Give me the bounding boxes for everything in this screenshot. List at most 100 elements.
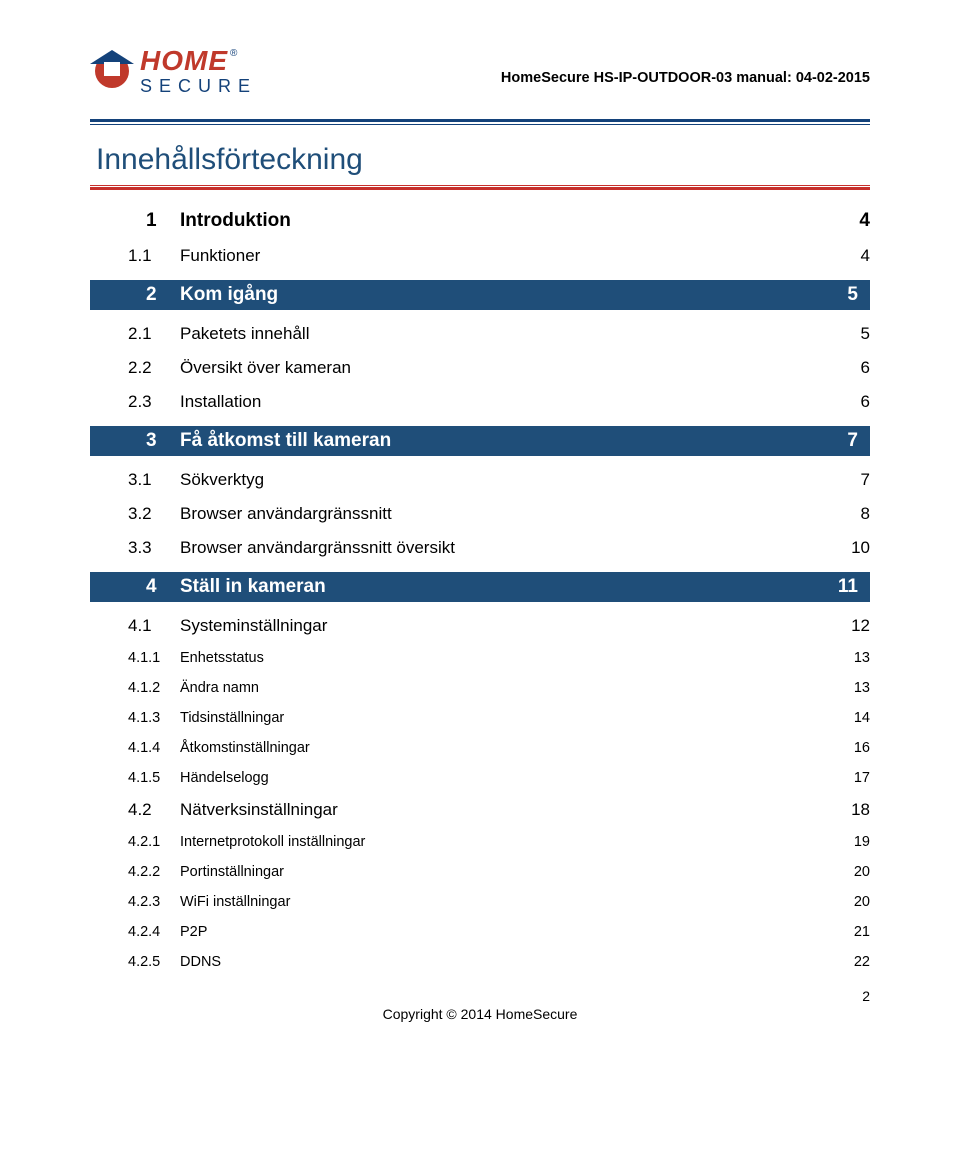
toc-entry-number: 2.3	[128, 392, 180, 412]
toc-entry-number: 1	[146, 210, 180, 232]
toc-entry-page: 6	[840, 358, 870, 378]
toc-entry-page: 14	[840, 710, 870, 726]
toc-entry-number: 3	[146, 430, 180, 452]
toc-entry-page: 20	[840, 894, 870, 910]
toc-heading: Innehållsförteckning	[96, 143, 870, 177]
house-icon	[90, 48, 134, 92]
toc-entry-page: 10	[840, 538, 870, 558]
toc-entry-label: Installation	[180, 392, 840, 412]
toc-entry[interactable]: 1.1Funktioner4	[90, 246, 870, 266]
toc-entry-number: 3.1	[128, 470, 180, 490]
toc-entry-number: 3.3	[128, 538, 180, 558]
header-rule-thick	[90, 119, 870, 122]
toc-entry-number: 4.2.4	[128, 924, 180, 940]
toc-entry[interactable]: 4.1.4Åtkomstinställningar16	[90, 740, 870, 756]
toc-entry[interactable]: 3.2Browser användargränssnitt8	[90, 504, 870, 524]
toc-entry-label: Portinställningar	[180, 864, 840, 880]
toc-entry-number: 4.2	[128, 800, 180, 820]
toc-entry-number: 3.2	[128, 504, 180, 524]
toc-entry-label: Ändra namn	[180, 680, 840, 696]
footer-page-number: 2	[862, 988, 870, 1004]
toc-entry[interactable]: 1Introduktion4	[90, 210, 870, 232]
toc-entry-page: 21	[840, 924, 870, 940]
toc-entry[interactable]: 2Kom igång5	[90, 280, 870, 310]
toc-entry-label: Systeminställningar	[180, 616, 840, 636]
toc-entry-page: 5	[840, 284, 870, 306]
toc-entry[interactable]: 4.1.3Tidsinställningar14	[90, 710, 870, 726]
toc-entry-label: P2P	[180, 924, 840, 940]
header-rule-thin	[90, 124, 870, 125]
toc-entry-label: Nätverksinställningar	[180, 800, 840, 820]
manual-title: HomeSecure HS-IP-OUTDOOR-03 manual: 04-0…	[501, 48, 870, 86]
toc-rule-thin	[90, 185, 870, 186]
toc-entry[interactable]: 3.3Browser användargränssnitt översikt10	[90, 538, 870, 558]
toc-entry-page: 18	[840, 800, 870, 820]
toc-entry-page: 13	[840, 680, 870, 696]
toc-entry[interactable]: 4.1.5Händelselogg17	[90, 770, 870, 786]
toc-entry-label: Introduktion	[180, 210, 840, 232]
brand-logo: HOME® SECURE	[90, 48, 257, 95]
toc-entry-label: WiFi inställningar	[180, 894, 840, 910]
toc-entry-number: 4	[146, 576, 180, 598]
toc-entry-number: 4.1	[128, 616, 180, 636]
toc-entry[interactable]: 4.2.2Portinställningar20	[90, 864, 870, 880]
toc-entry-page: 16	[840, 740, 870, 756]
toc-entry[interactable]: 2.2Översikt över kameran6	[90, 358, 870, 378]
footer-copyright: Copyright © 2014 HomeSecure	[383, 1006, 578, 1022]
toc-entry[interactable]: 4.2Nätverksinställningar18	[90, 800, 870, 820]
page-footer: 2 Copyright © 2014 HomeSecure	[90, 1006, 870, 1022]
toc-entry-number: 2	[146, 284, 180, 306]
toc-entry-number: 4.1.1	[128, 650, 180, 666]
logo-mark-row: HOME® SECURE	[90, 48, 257, 95]
toc-entry-label: Internetprotokoll inställningar	[180, 834, 840, 850]
toc-entry-number: 4.1.2	[128, 680, 180, 696]
toc-entry[interactable]: 4Ställ in kameran11	[90, 572, 870, 602]
toc-entry-label: Sökverktyg	[180, 470, 840, 490]
toc-entry-label: Browser användargränssnitt översikt	[180, 538, 840, 558]
toc-entry[interactable]: 2.1Paketets innehåll5	[90, 324, 870, 344]
toc-entry-number: 4.1.3	[128, 710, 180, 726]
table-of-contents: 1Introduktion41.1Funktioner42Kom igång52…	[90, 210, 870, 970]
toc-rule-thick	[90, 187, 870, 190]
toc-entry-label: Paketets innehåll	[180, 324, 840, 344]
toc-entry-label: DDNS	[180, 954, 840, 970]
toc-entry-label: Få åtkomst till kameran	[180, 430, 840, 452]
toc-entry-label: Funktioner	[180, 246, 840, 266]
toc-entry-label: Händelselogg	[180, 770, 840, 786]
toc-entry-number: 4.1.4	[128, 740, 180, 756]
toc-entry-number: 4.2.2	[128, 864, 180, 880]
toc-entry-page: 4	[840, 210, 870, 232]
toc-entry-page: 4	[840, 246, 870, 266]
toc-entry-number: 4.2.5	[128, 954, 180, 970]
registered-mark: ®	[230, 48, 237, 59]
toc-entry-label: Översikt över kameran	[180, 358, 840, 378]
toc-entry[interactable]: 4.1Systeminställningar12	[90, 616, 870, 636]
toc-entry-page: 13	[840, 650, 870, 666]
toc-entry[interactable]: 3.1Sökverktyg7	[90, 470, 870, 490]
toc-entry-number: 2.1	[128, 324, 180, 344]
logo-word-secure: SECURE	[140, 77, 257, 95]
toc-entry[interactable]: 4.2.4P2P21	[90, 924, 870, 940]
toc-entry-page: 12	[840, 616, 870, 636]
page-header: HOME® SECURE HomeSecure HS-IP-OUTDOOR-03…	[90, 48, 870, 95]
toc-entry[interactable]: 4.2.1Internetprotokoll inställningar19	[90, 834, 870, 850]
toc-entry[interactable]: 3Få åtkomst till kameran7	[90, 426, 870, 456]
toc-entry-label: Åtkomstinställningar	[180, 740, 840, 756]
toc-entry-label: Ställ in kameran	[180, 576, 838, 598]
toc-entry-number: 4.1.5	[128, 770, 180, 786]
toc-entry-page: 7	[840, 470, 870, 490]
toc-entry-page: 8	[840, 504, 870, 524]
toc-entry-page: 5	[840, 324, 870, 344]
toc-entry[interactable]: 4.2.3WiFi inställningar20	[90, 894, 870, 910]
toc-entry[interactable]: 4.1.2Ändra namn13	[90, 680, 870, 696]
toc-entry-label: Browser användargränssnitt	[180, 504, 840, 524]
toc-entry-page: 20	[840, 864, 870, 880]
document-page: HOME® SECURE HomeSecure HS-IP-OUTDOOR-03…	[0, 0, 960, 1062]
toc-entry-label: Kom igång	[180, 284, 840, 306]
logo-word-home: HOME	[140, 45, 228, 76]
toc-entry-page: 17	[840, 770, 870, 786]
toc-entry[interactable]: 4.1.1Enhetsstatus13	[90, 650, 870, 666]
toc-entry[interactable]: 2.3Installation6	[90, 392, 870, 412]
toc-entry[interactable]: 4.2.5DDNS22	[90, 954, 870, 970]
toc-entry-number: 4.2.3	[128, 894, 180, 910]
